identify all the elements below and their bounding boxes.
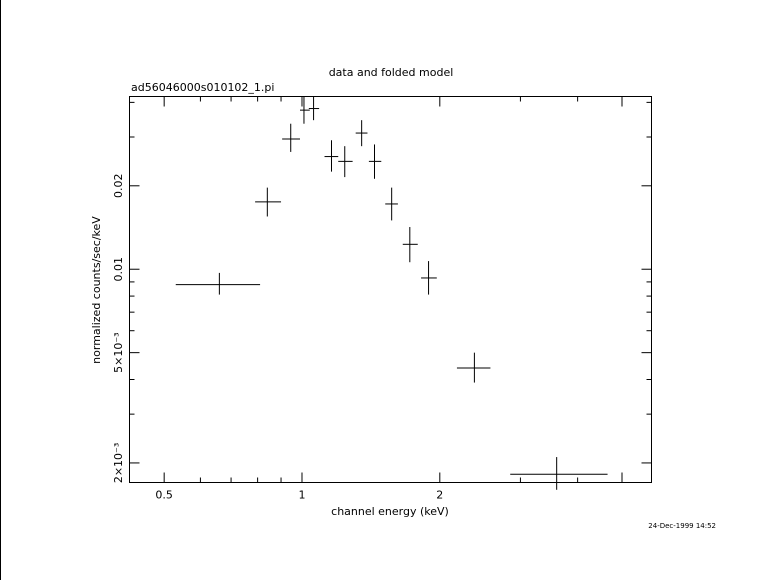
y-axis-label: normalized counts/sec/keV <box>90 216 103 364</box>
data-point <box>308 96 320 121</box>
y-tick-label: 0.01 <box>112 257 125 282</box>
y-tick-label: 5×10⁻³ <box>112 332 125 372</box>
timestamp-label: 24-Dec-1999 14:52 <box>648 522 716 530</box>
data-point <box>299 96 310 124</box>
data-point <box>255 187 282 217</box>
data-point <box>421 261 437 295</box>
y-tick-label: 2×10⁻³ <box>112 443 125 483</box>
chart-subtitle: ad56046000s010102_1.pi <box>131 81 274 94</box>
window-left-border <box>0 0 1 580</box>
x-tick-label: 2 <box>436 489 443 502</box>
data-point <box>355 120 368 147</box>
data-points <box>175 96 608 490</box>
data-point <box>510 457 608 490</box>
data-point <box>402 227 418 263</box>
chart-title: data and folded model <box>329 66 454 79</box>
x-axis-ticks <box>163 96 623 483</box>
y-axis-tick-labels: 2×10⁻³ 5×10⁻³ 0.01 0.02 <box>112 174 125 484</box>
x-tick-label: 1 <box>298 489 305 502</box>
data-point <box>175 272 261 295</box>
x-axis-tick-labels: 0.5 1 2 <box>155 489 443 502</box>
data-point <box>368 144 382 179</box>
x-axis-label: channel energy (keV) <box>331 505 449 518</box>
data-point <box>338 146 353 178</box>
data-point <box>456 352 491 383</box>
y-tick-label: 0.02 <box>112 174 125 199</box>
y-axis-ticks <box>129 101 652 464</box>
x-tick-label: 0.5 <box>155 489 173 502</box>
data-point <box>282 123 300 152</box>
data-point <box>324 140 339 172</box>
plot-frame <box>129 96 652 483</box>
data-point <box>385 187 398 221</box>
